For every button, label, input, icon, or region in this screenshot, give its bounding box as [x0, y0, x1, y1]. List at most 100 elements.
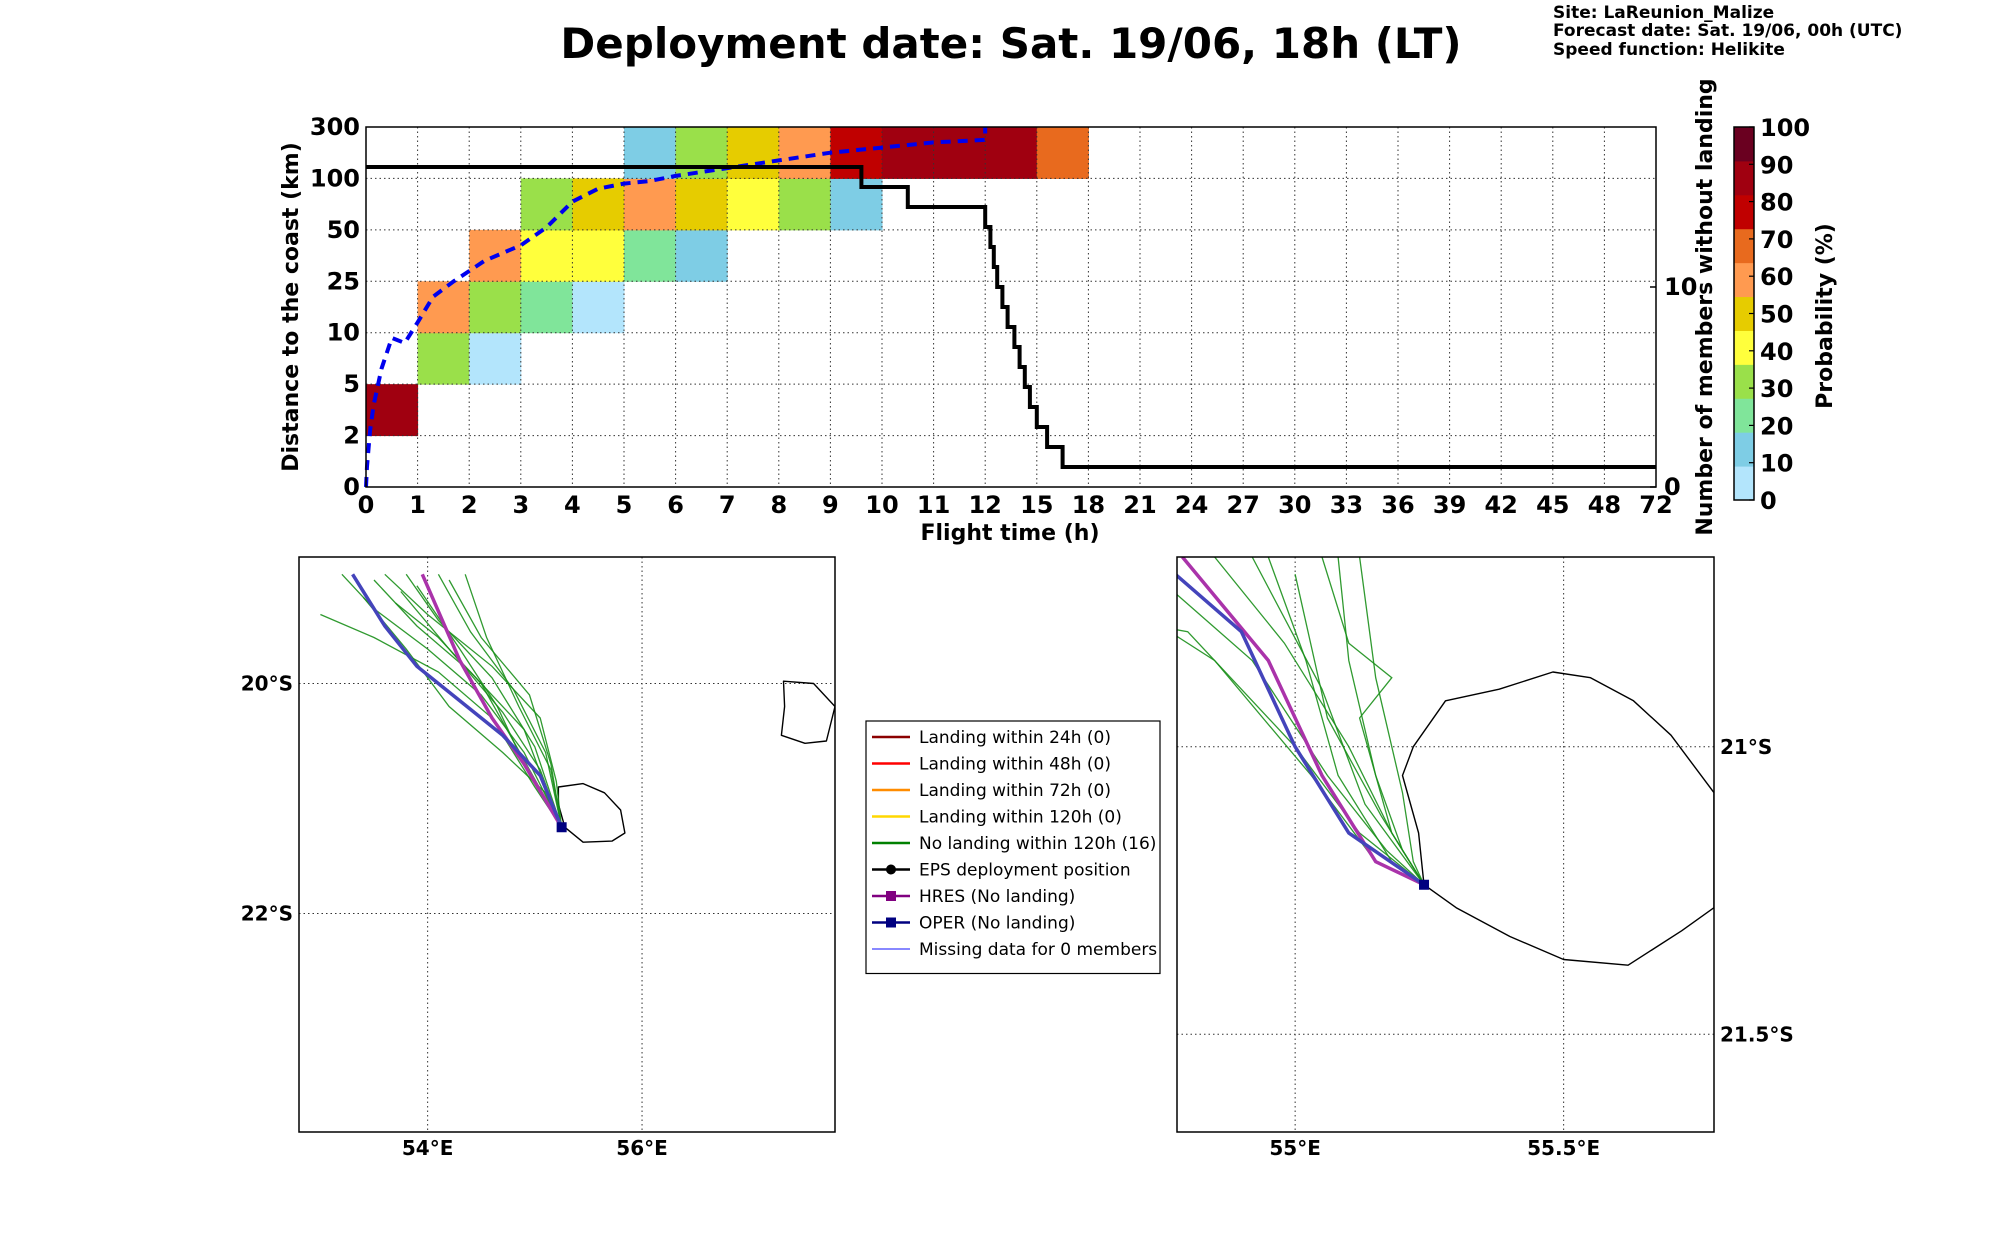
heatmap-cell	[985, 127, 1038, 179]
map-longitude-label: 55.5°E	[1527, 1136, 1600, 1160]
colorbar-segment	[1734, 432, 1754, 467]
colorbar-tick-label: 90	[1760, 151, 1793, 179]
map-latitude-label: 21°S	[1720, 735, 1772, 759]
heatmap-cell	[1036, 127, 1089, 179]
colorbar-tick-label: 20	[1760, 412, 1793, 440]
legend-label: No landing within 120h (16)	[919, 834, 1156, 854]
colorbar-tick-label: 0	[1760, 487, 1777, 515]
heatmap-cell	[469, 332, 522, 385]
heatmap-cell	[830, 127, 883, 179]
heatmap-cell	[520, 178, 573, 231]
x-tick-label: 1	[409, 491, 426, 519]
heatmap-cell	[469, 281, 522, 334]
map-contents	[1177, 557, 1714, 1132]
map-latitude-label: 21.5°S	[1720, 1022, 1794, 1046]
legend-label: Landing within 120h (0)	[919, 808, 1122, 828]
ensemble-track	[405, 573, 563, 828]
forecast-date-label: Forecast date: Sat. 19/06, 00h (UTC)	[1553, 21, 1902, 41]
legend-marker	[886, 917, 896, 928]
x-tick-label: 45	[1536, 491, 1569, 519]
map-latitude-label: 22°S	[241, 902, 293, 926]
oper-track	[1177, 573, 1425, 887]
legend-frame	[865, 720, 1161, 975]
probability-heatmap	[366, 127, 1089, 437]
colorbar-label: Probability (%)	[1813, 223, 1838, 409]
median-distance-line	[364, 127, 988, 488]
x-tick-label: 6	[667, 491, 684, 519]
x-tick-label: 27	[1226, 491, 1259, 519]
legend-label: Missing data for 0 members	[919, 940, 1157, 960]
x-tick-label: 5	[616, 491, 633, 519]
heatmap-cell	[882, 127, 935, 179]
ensemble-track	[1251, 557, 1425, 886]
x-tick-label: 18	[1072, 491, 1105, 519]
colorbar-segment	[1734, 466, 1754, 501]
legend-marker	[886, 891, 896, 901]
colorbar-segment	[1734, 398, 1754, 433]
colorbar-segment	[1734, 330, 1754, 365]
heatmap-cell	[572, 281, 625, 334]
heatmap-cell	[572, 229, 625, 282]
x-tick-label: 11	[917, 491, 950, 519]
hres-track	[1181, 557, 1425, 887]
colorbar-tick-label: 10	[1760, 450, 1793, 478]
x-tick-label: 42	[1484, 491, 1517, 519]
heatmap-grid	[366, 127, 1656, 487]
legend-label: Landing within 48h (0)	[919, 755, 1111, 775]
x-tick-label: 3	[512, 491, 529, 519]
x-axis-ticks: 0 1 2 3 4 5 6 7 8 9 10 11 12 15 18 21 24 27 30 33 36 39 42 45 48…	[358, 491, 1673, 519]
figure-title: Deployment date: Sat. 19/06, 18h (LT)	[560, 19, 1461, 68]
ensemble-track	[362, 596, 563, 828]
legend-label: Landing within 72h (0)	[919, 781, 1111, 801]
ensemble-track	[1177, 593, 1425, 886]
x-axis-label: Flight time (h)	[920, 521, 1099, 546]
ensemble-track	[373, 579, 563, 828]
ensemble-track	[384, 573, 563, 828]
right-tick-label: 10	[1664, 273, 1697, 301]
colorbar-segment	[1734, 262, 1754, 298]
x-tick-label: 72	[1639, 491, 1672, 519]
colorbar-segment	[1734, 228, 1754, 264]
colorbar-segment	[1734, 160, 1754, 196]
oper-end-marker	[556, 822, 567, 833]
map-longitude-label: 56°E	[616, 1136, 668, 1160]
legend-marker	[886, 864, 896, 875]
map-frame	[298, 556, 836, 1133]
map-frame	[1176, 556, 1715, 1133]
colorbar-tick-label: 60	[1760, 263, 1793, 291]
x-tick-label: 4	[564, 491, 581, 519]
x-tick-label: 10	[865, 491, 898, 519]
y-tick-label: 25	[327, 267, 360, 295]
trajectory-legend: Landing within 24h (0) Landing within 48h…	[865, 720, 1161, 975]
colorbar: 0 10 20 30 40 50 60 70 80 90 100	[1733, 114, 1810, 515]
y-tick-label: 300	[310, 113, 360, 141]
y-tick-label: 5	[343, 370, 360, 398]
members-without-landing-line	[366, 165, 1656, 469]
x-tick-label: 21	[1123, 491, 1156, 519]
site-label: Site: LaReunion_Malize	[1553, 3, 1774, 23]
x-tick-label: 15	[1020, 491, 1053, 519]
hres-track	[420, 573, 564, 829]
regional-trajectory-map: 54°E 56°E 20°S 22°S	[241, 556, 836, 1160]
heatmap-cell	[624, 178, 677, 231]
x-tick-label: 8	[770, 491, 787, 519]
island-coastline	[1401, 671, 1714, 966]
speed-function-label: Speed function: Helikite	[1553, 40, 1785, 60]
heatmap-cell	[675, 229, 728, 282]
colorbar-tick-label: 40	[1760, 338, 1793, 366]
y-axis-label: Distance to the coast (km)	[279, 142, 304, 472]
x-tick-label: 36	[1381, 491, 1414, 519]
x-tick-label: 7	[719, 491, 736, 519]
heatmap-cell	[778, 178, 831, 231]
heatmap-cell	[417, 332, 470, 385]
colorbar-tick-label: 50	[1760, 301, 1793, 329]
heatmap-cell	[675, 127, 728, 179]
oper-track	[351, 573, 564, 828]
ensemble-track	[448, 579, 563, 828]
ensemble-track	[1214, 557, 1425, 886]
x-tick-label: 12	[968, 491, 1001, 519]
colorbar-tick-label: 30	[1760, 375, 1793, 403]
legend-label: OPER (No landing)	[919, 914, 1075, 934]
y-tick-label: 10	[327, 319, 360, 347]
